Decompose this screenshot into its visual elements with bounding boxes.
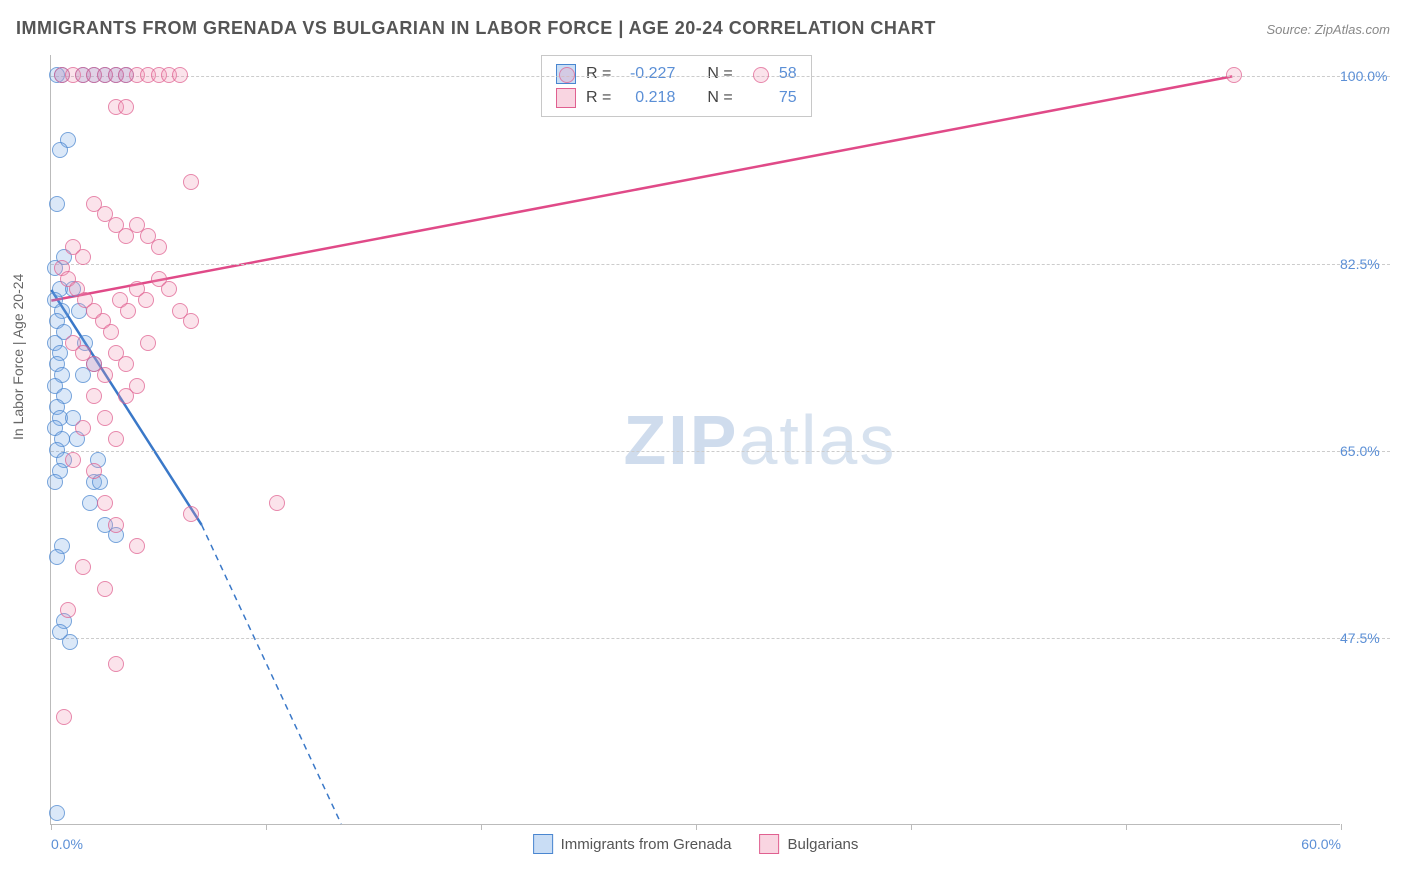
scatter-point-bulgarians	[86, 463, 102, 479]
r-value-grenada: -0.227	[621, 62, 675, 86]
n-value-grenada: 58	[743, 62, 797, 86]
legend-swatch-blue	[533, 834, 553, 854]
legend-item-bulgarians: Bulgarians	[760, 834, 859, 854]
x-tick-label: 60.0%	[1301, 836, 1341, 852]
y-tick-label: 47.5%	[1340, 630, 1398, 646]
bottom-legend: Immigrants from Grenada Bulgarians	[533, 834, 859, 854]
stats-row-bulgarians: R = 0.218 N = 75	[556, 86, 797, 110]
legend-label-grenada: Immigrants from Grenada	[561, 836, 732, 853]
x-tick	[266, 824, 267, 830]
scatter-point-bulgarians	[172, 67, 188, 83]
gridline-h	[51, 76, 1390, 77]
legend-label-bulgarians: Bulgarians	[788, 836, 859, 853]
x-tick	[481, 824, 482, 830]
scatter-point-bulgarians	[75, 249, 91, 265]
scatter-point-bulgarians	[118, 99, 134, 115]
scatter-point-bulgarians	[75, 559, 91, 575]
chart-title: IMMIGRANTS FROM GRENADA VS BULGARIAN IN …	[16, 18, 936, 39]
legend-swatch-pink	[760, 834, 780, 854]
scatter-point-bulgarians	[118, 356, 134, 372]
scatter-point-bulgarians	[753, 67, 769, 83]
scatter-point-bulgarians	[120, 303, 136, 319]
scatter-point-bulgarians	[97, 581, 113, 597]
scatter-point-grenada	[47, 474, 63, 490]
scatter-point-grenada	[49, 196, 65, 212]
y-tick-label: 65.0%	[1340, 443, 1398, 459]
n-label: N =	[707, 86, 732, 110]
x-tick	[696, 824, 697, 830]
swatch-pink	[556, 88, 576, 108]
y-tick-label: 100.0%	[1340, 68, 1398, 84]
scatter-point-bulgarians	[161, 281, 177, 297]
r-value-bulgarians: 0.218	[621, 86, 675, 110]
source-label: Source: ZipAtlas.com	[1266, 22, 1390, 37]
scatter-point-grenada	[49, 549, 65, 565]
trend-lines-svg	[51, 55, 1340, 824]
scatter-point-bulgarians	[118, 388, 134, 404]
r-label: R =	[586, 86, 611, 110]
title-bar: IMMIGRANTS FROM GRENADA VS BULGARIAN IN …	[16, 18, 1390, 39]
legend-item-grenada: Immigrants from Grenada	[533, 834, 732, 854]
y-tick-label: 82.5%	[1340, 256, 1398, 272]
gridline-h	[51, 451, 1390, 452]
scatter-point-bulgarians	[56, 709, 72, 725]
gridline-h	[51, 638, 1390, 639]
scatter-point-bulgarians	[108, 431, 124, 447]
scatter-point-bulgarians	[97, 495, 113, 511]
scatter-point-bulgarians	[103, 324, 119, 340]
x-tick	[1126, 824, 1127, 830]
scatter-point-bulgarians	[138, 292, 154, 308]
scatter-point-grenada	[52, 142, 68, 158]
scatter-point-bulgarians	[97, 410, 113, 426]
x-tick	[1341, 824, 1342, 830]
x-tick	[51, 824, 52, 830]
scatter-point-bulgarians	[1226, 67, 1242, 83]
scatter-point-bulgarians	[269, 495, 285, 511]
scatter-point-bulgarians	[97, 367, 113, 383]
scatter-point-bulgarians	[108, 517, 124, 533]
scatter-point-bulgarians	[183, 313, 199, 329]
n-label: N =	[707, 62, 732, 86]
trendline-grenada	[51, 290, 201, 525]
scatter-point-grenada	[82, 495, 98, 511]
r-label: R =	[586, 62, 611, 86]
scatter-point-bulgarians	[140, 335, 156, 351]
scatter-point-bulgarians	[75, 420, 91, 436]
x-tick	[911, 824, 912, 830]
trendline-dash-grenada	[202, 525, 342, 824]
y-axis-label: In Labor Force | Age 20-24	[10, 274, 26, 440]
scatter-point-bulgarians	[108, 656, 124, 672]
scatter-point-bulgarians	[86, 388, 102, 404]
x-tick-label: 0.0%	[51, 836, 83, 852]
scatter-point-bulgarians	[129, 538, 145, 554]
scatter-point-bulgarians	[60, 602, 76, 618]
n-value-bulgarians: 75	[743, 86, 797, 110]
gridline-h	[51, 264, 1390, 265]
scatter-point-bulgarians	[65, 452, 81, 468]
scatter-point-bulgarians	[559, 67, 575, 83]
scatter-point-grenada	[49, 805, 65, 821]
scatter-point-bulgarians	[183, 174, 199, 190]
stats-legend-box: R = -0.227 N = 58 R = 0.218 N = 75	[541, 55, 812, 117]
scatter-point-bulgarians	[183, 506, 199, 522]
plot-area: ZIPatlas R = -0.227 N = 58 R = 0.218 N =…	[50, 55, 1340, 825]
scatter-point-bulgarians	[151, 239, 167, 255]
scatter-point-grenada	[62, 634, 78, 650]
